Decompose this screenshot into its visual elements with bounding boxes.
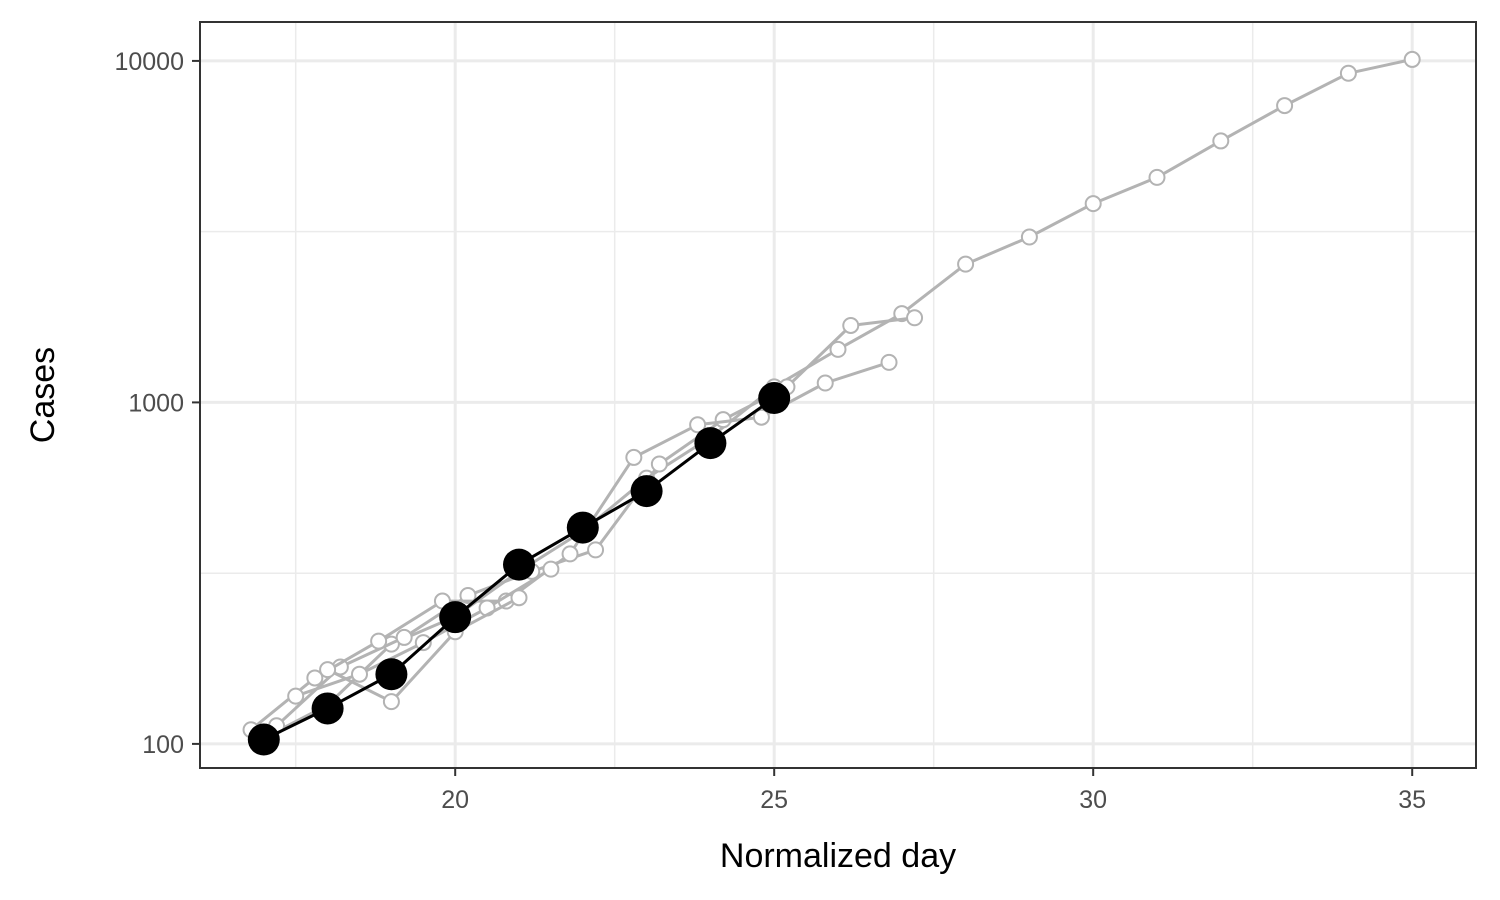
background-series-point [957,255,975,273]
background-series-point [1020,228,1038,246]
background-series-point [351,665,368,683]
background-series-point [650,455,668,473]
grid [200,22,1476,768]
background-series-point [1212,132,1230,150]
y-tick-label: 1000 [128,389,184,417]
highlight-series-point [247,723,280,756]
background-series-point [689,416,707,434]
background-series-point [752,408,770,426]
background-series-point [880,353,898,371]
background-series-point [370,632,388,650]
y-tick-label: 10000 [114,48,184,76]
highlight-series-point [503,548,535,581]
x-tick-label: 30 [1079,786,1107,814]
background-series-point [459,586,477,604]
highlight-series [247,382,791,756]
background-series-point [842,316,860,334]
highlight-series-point [439,601,472,634]
background-series-point [287,687,305,705]
highlight-series-point [566,511,599,544]
highlight-series-point [375,658,408,691]
background-series-point [1084,195,1102,213]
highlight-series-point [694,427,727,460]
background-series-point [906,309,924,327]
y-axis: 100 1000 10000 [114,48,200,759]
x-axis: 20 25 30 35 [441,768,1426,814]
background-series-point [319,661,337,679]
x-tick-label: 20 [441,786,469,814]
background-series-point [816,374,834,392]
background-series-point [306,669,324,687]
panel-border [199,21,1477,769]
highlight-series-point [311,692,344,725]
background-series [287,560,560,705]
background-series-point [510,589,528,607]
background-series-point [395,628,413,646]
background-series-line [326,596,520,704]
background-series-point [1148,168,1166,186]
background-series-point [625,448,643,466]
background-series-point [561,545,579,563]
background-series-point [542,560,560,578]
y-tick-label: 100 [142,731,184,759]
background-series-point [414,634,432,652]
background-series-point [829,340,847,358]
highlight-series-point [758,382,791,415]
background-series-point [1276,97,1294,115]
y-axis-title: Cases [24,347,62,443]
x-axis-title: Normalized day [720,837,956,875]
highlight-series-point [630,475,663,508]
background-series-point [587,541,605,559]
background-series-point [382,693,400,711]
background-series-point [1339,64,1357,82]
background-series-point [1403,50,1421,68]
x-tick-label: 25 [760,786,788,814]
x-tick-label: 35 [1398,786,1426,814]
series-layer [242,50,1421,756]
